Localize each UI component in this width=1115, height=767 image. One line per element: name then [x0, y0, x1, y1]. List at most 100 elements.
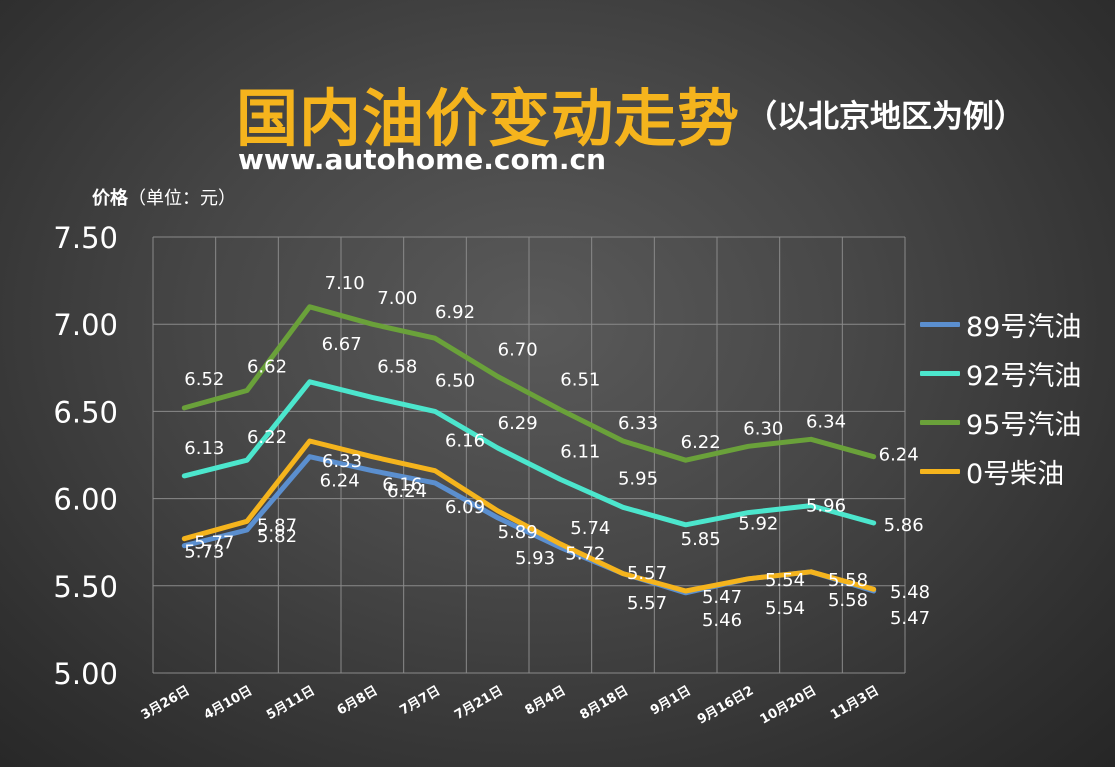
data-label: 5.96 — [806, 496, 846, 517]
data-label: 6.50 — [435, 370, 475, 391]
data-point — [433, 409, 437, 414]
data-label: 6.34 — [806, 411, 846, 432]
data-label: 6.30 — [743, 418, 783, 439]
y-tick-label: 7.50 — [53, 221, 118, 255]
data-label: 5.57 — [627, 593, 667, 614]
unit-label-price: 价格 — [92, 188, 128, 209]
data-point — [433, 336, 437, 341]
data-label: 6.16 — [382, 475, 422, 496]
data-point — [182, 543, 187, 548]
y-tick-label: 6.50 — [53, 395, 118, 429]
x-tick-label: 8月4日 — [523, 683, 569, 718]
unit-label: 价格（单位：元） — [92, 184, 236, 210]
series-line — [181, 304, 877, 463]
data-point — [683, 589, 688, 594]
data-label: 5.72 — [565, 543, 605, 564]
data-label-layer: 5.735.826.24 6.166.095.895.725.575.465.54… — [184, 273, 930, 631]
data-label: 5.47 — [890, 608, 930, 629]
chart-title: 国内油价变动走势 — [236, 82, 741, 155]
data-label: 6.70 — [498, 340, 538, 361]
data-point — [307, 304, 312, 309]
data-point — [621, 505, 625, 510]
data-label: 5.95 — [618, 468, 658, 489]
data-label: 6.33 — [322, 451, 362, 472]
x-tick-label: 4月10日 — [201, 683, 255, 723]
data-point — [558, 477, 563, 482]
data-point — [307, 454, 312, 459]
data-label: 5.85 — [681, 529, 721, 550]
x-tick-label: 7月21日 — [452, 683, 506, 723]
legend-label: 89号汽油 — [966, 312, 1082, 343]
data-point — [182, 536, 187, 541]
data-point — [683, 522, 688, 527]
y-tick-label: 7.00 — [53, 308, 118, 342]
data-point — [558, 541, 563, 546]
series-line — [181, 379, 877, 528]
legend-swatch — [920, 322, 960, 327]
data-point — [746, 444, 751, 449]
chart-subtitle: （以北京地区为例） — [746, 98, 1026, 135]
data-label: 5.58 — [828, 570, 868, 591]
x-tick-label: 7月7日 — [397, 683, 443, 718]
x-tick-label: 11月3日 — [828, 683, 882, 723]
unit-label-unit: （单位：元） — [128, 188, 236, 209]
data-label: 6.51 — [560, 370, 600, 391]
data-label: 6.24 — [320, 471, 360, 492]
series-layer — [181, 304, 877, 596]
data-point — [433, 468, 437, 473]
data-label: 5.54 — [765, 570, 805, 591]
data-point — [809, 569, 813, 574]
data-label: 6.29 — [498, 413, 538, 434]
data-label: 6.09 — [445, 497, 485, 518]
legend-label: 95号汽油 — [966, 410, 1082, 441]
data-point — [746, 576, 751, 581]
data-label: 5.92 — [738, 514, 778, 535]
data-label: 5.82 — [257, 526, 297, 547]
data-point — [245, 527, 249, 532]
data-label: 5.89 — [498, 522, 538, 543]
data-label: 5.46 — [702, 610, 742, 631]
data-label: 6.11 — [560, 441, 600, 462]
data-label: 6.62 — [247, 356, 287, 377]
data-label: 6.33 — [618, 413, 658, 434]
data-point — [495, 374, 500, 379]
data-point — [245, 388, 249, 393]
data-point — [370, 395, 375, 400]
data-label: 5.87 — [257, 515, 297, 536]
data-point — [621, 571, 625, 576]
data-label: 6.13 — [184, 438, 224, 459]
x-tick-label: 3月26日 — [139, 683, 193, 723]
x-tick-label: 10月20日 — [758, 683, 819, 727]
data-point — [495, 508, 500, 513]
data-point — [871, 587, 876, 592]
data-point — [809, 437, 813, 442]
data-label: 6.24 — [879, 445, 919, 466]
data-label: 6.24 — [387, 481, 427, 502]
data-point — [307, 379, 312, 384]
data-point — [182, 473, 187, 478]
series-line — [181, 438, 877, 594]
data-label: 5.57 — [627, 563, 667, 584]
data-point — [182, 405, 187, 410]
data-point — [433, 480, 437, 485]
data-label: 6.16 — [445, 431, 485, 452]
data-label: 5.47 — [702, 587, 742, 608]
data-point — [495, 515, 500, 520]
data-point — [746, 510, 751, 515]
data-label: 6.22 — [247, 427, 287, 448]
data-point — [370, 454, 375, 459]
data-point — [871, 521, 876, 526]
legend-label: 92号汽油 — [966, 361, 1082, 392]
data-point — [495, 446, 500, 451]
data-point — [245, 519, 249, 524]
data-point — [558, 407, 563, 412]
data-point — [370, 468, 375, 473]
data-label: 6.52 — [184, 369, 224, 390]
grid-layer — [152, 236, 906, 674]
data-label: 5.48 — [890, 582, 930, 603]
data-label: 6.58 — [377, 356, 417, 377]
data-point — [683, 458, 688, 463]
x-tick-label: 5月11日 — [264, 683, 318, 723]
x-tick-label: 8月18日 — [577, 683, 631, 723]
